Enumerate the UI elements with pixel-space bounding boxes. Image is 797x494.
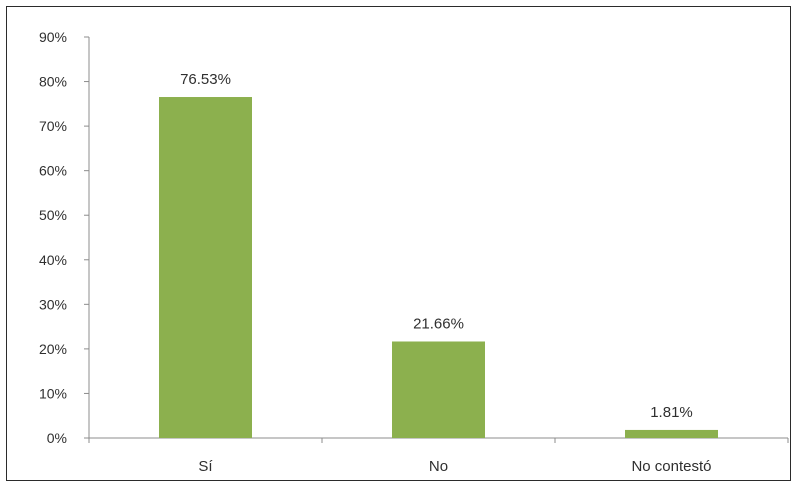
y-tick-label: 0%: [47, 430, 67, 446]
data-labels: 76.53% 21.66% 1.81%: [180, 71, 693, 421]
y-tick-label: 30%: [39, 296, 67, 312]
y-tick-label: 70%: [39, 118, 67, 134]
y-tick-label: 90%: [39, 29, 67, 45]
y-tick-label: 60%: [39, 163, 67, 179]
x-category-label: No contestó: [631, 458, 711, 475]
bar: [625, 429, 718, 438]
bar-chart: 0% 10% 20% 30% 40% 50% 60% 70% 80% 90% 76.53% 21.6…: [39, 29, 789, 475]
bar: [159, 97, 252, 439]
x-axis-categories: Sí No No contestó: [198, 458, 711, 475]
bar: [392, 341, 485, 438]
chart-frame: 0% 10% 20% 30% 40% 50% 60% 70% 80% 90% 76.53% 21.6…: [6, 6, 791, 481]
data-label: 21.66%: [413, 315, 464, 332]
y-tick-label: 40%: [39, 252, 67, 268]
y-tick-label: 50%: [39, 207, 67, 223]
y-tick-label: 20%: [39, 341, 67, 357]
y-tick-label: 80%: [39, 74, 67, 90]
data-label: 1.81%: [650, 404, 693, 421]
y-tick-label: 10%: [39, 385, 67, 401]
y-axis-ticks: 0% 10% 20% 30% 40% 50% 60% 70% 80% 90%: [39, 29, 89, 446]
x-category-label: No: [429, 458, 448, 475]
data-label: 76.53%: [180, 71, 231, 88]
x-category-label: Sí: [198, 458, 213, 475]
bars: [159, 97, 718, 439]
